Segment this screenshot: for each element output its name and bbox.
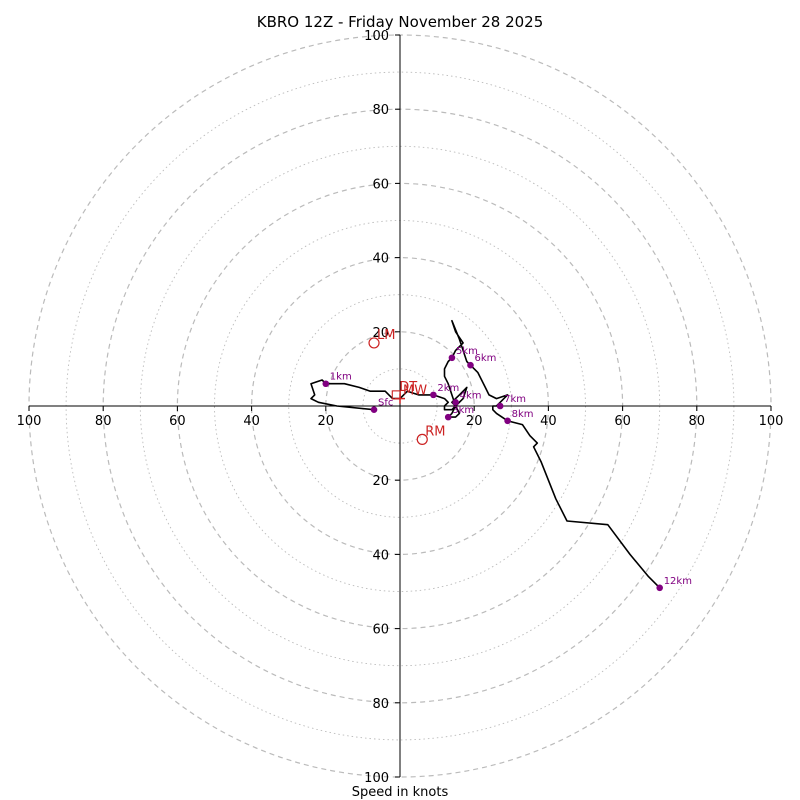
y-tick-label: 80 (372, 697, 389, 712)
height-marker-label: 6km (474, 353, 496, 364)
height-marker-point (370, 406, 378, 414)
storm-motion-point (368, 337, 380, 349)
height-marker-point (467, 361, 474, 369)
y-tick-label: 100 (364, 771, 389, 786)
height-marker-label: 8km (512, 409, 534, 420)
x-tick-label: 60 (169, 414, 186, 429)
height-marker-point (430, 391, 437, 399)
y-tick-label: 40 (372, 548, 389, 563)
storm-motion-point (391, 390, 401, 400)
x-tick-label: 60 (614, 414, 631, 429)
y-tick-label: 100 (364, 29, 389, 44)
y-tick-label: 20 (372, 326, 389, 341)
x-tick-label: 20 (318, 414, 335, 429)
height-marker-label: 1km (330, 372, 352, 383)
y-tick-label: 60 (372, 623, 389, 638)
height-marker-point (496, 402, 504, 410)
storm-motion-point (416, 433, 428, 445)
height-marker-label: 3km (452, 405, 474, 416)
storm-motion-label: LM (377, 328, 395, 343)
height-marker-point (504, 417, 511, 425)
x-tick-label: 20 (466, 414, 483, 429)
x-tick-label: 80 (689, 414, 706, 429)
storm-motion-label: RM (425, 424, 445, 439)
x-tick-label: 80 (95, 414, 112, 429)
axis-ticks: 100 100 80 80 60 60 40 40 20 20 20 20 40 40 60 60 80 80 10… (17, 29, 784, 786)
height-marker-label: 12km (664, 576, 692, 587)
height-marker-point (656, 584, 663, 592)
axes (29, 35, 771, 777)
chart-title: KBRO 12Z - Friday November 28 2025 (257, 13, 544, 31)
height-marker-label: 2km (437, 383, 459, 394)
height-marker-label: 4km (460, 390, 482, 401)
y-tick-label: 40 (372, 252, 389, 267)
storm-motion-label: MW (403, 384, 427, 399)
height-marker-label: Sfc (378, 398, 393, 409)
y-tick-label: 20 (372, 474, 389, 489)
x-tick-label: 100 (17, 414, 42, 429)
y-tick-label: 60 (372, 177, 389, 192)
height-marker-label: 5km (456, 346, 478, 357)
height-marker-point (444, 413, 452, 421)
height-marker-label: 7km (504, 394, 526, 405)
height-marker-point (322, 380, 330, 388)
storm-motion-label: DT (399, 380, 417, 395)
height-marker-point (452, 398, 459, 406)
x-tick-label: 40 (540, 414, 557, 429)
x-tick-label: 100 (759, 414, 784, 429)
x-tick-label: 40 (243, 414, 260, 429)
height-marker-point (448, 354, 456, 362)
x-axis-label: Speed in knots (352, 785, 449, 800)
y-tick-label: 80 (372, 103, 389, 118)
